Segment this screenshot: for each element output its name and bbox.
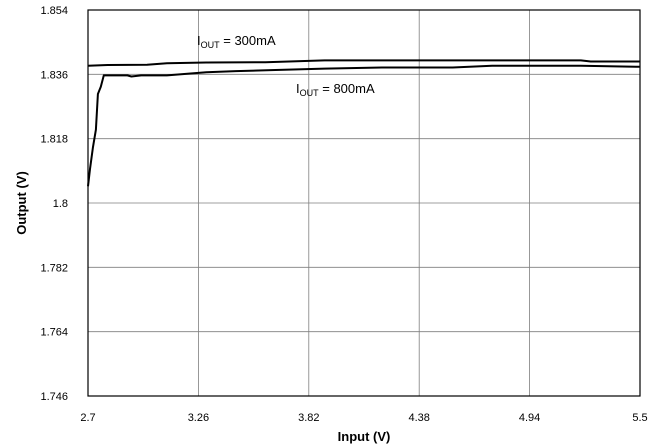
x-tick-label: 5.5 (632, 412, 647, 424)
y-tick-labels: 1.854 1.836 1.818 1.8 1.782 1.764 1.746 (40, 5, 68, 403)
x-tick-label: 4.94 (519, 412, 540, 424)
x-tick-label: 3.26 (188, 412, 209, 424)
x-tick-labels: 2.7 3.26 3.82 4.38 4.94 5.5 (80, 412, 647, 424)
y-tick-label: 1.836 (40, 69, 68, 81)
annotation-main: I (296, 81, 300, 96)
y-tick-label: 1.818 (40, 134, 68, 146)
x-axis-label: Input (V) (338, 429, 391, 444)
series-lines (87, 59, 641, 187)
y-tick-label: 1.746 (40, 391, 68, 403)
x-tick-label: 2.7 (80, 412, 95, 424)
series-annotation-1: IOUT = 300mA (197, 33, 276, 50)
annotation-value: = 300mA (220, 33, 276, 48)
series-annotation-2: IOUT = 800mA (296, 81, 375, 98)
y-axis-label: Output (V) (14, 171, 29, 235)
series-line-2 (87, 64, 641, 187)
y-tick-label: 1.854 (40, 5, 68, 17)
annotation-main: I (197, 33, 201, 48)
series-line-1 (87, 59, 640, 67)
plot-area-border (87, 9, 641, 397)
y-tick-label: 1.764 (40, 327, 68, 339)
annotation-subscript: OUT (300, 88, 320, 98)
y-tick-label: 1.782 (40, 262, 68, 274)
y-tick-label: 1.8 (53, 198, 68, 210)
annotation-subscript: OUT (201, 40, 221, 50)
x-tick-label: 4.38 (408, 412, 429, 424)
x-tick-label: 3.82 (298, 412, 319, 424)
annotation-value: = 800mA (319, 81, 375, 96)
